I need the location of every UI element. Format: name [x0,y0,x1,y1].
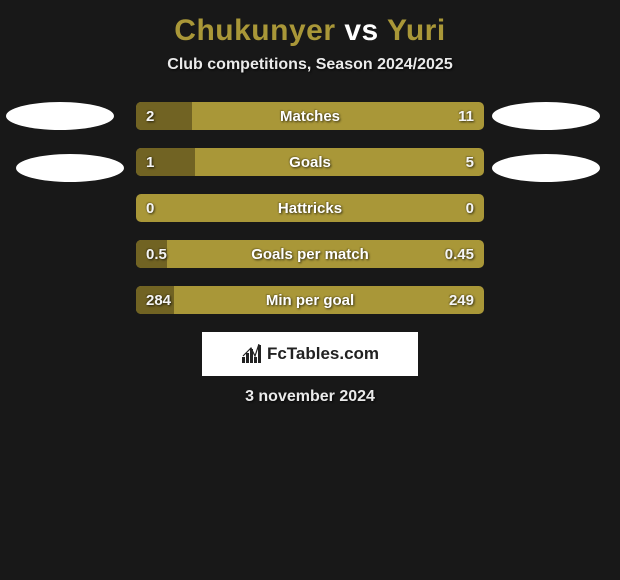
comparison-card: Chukunyer vs Yuri Club competitions, Sea… [0,0,620,406]
stat-label: Hattricks [136,194,484,222]
stat-row: 284249Min per goal [136,286,484,314]
date-label: 3 november 2024 [0,388,620,406]
stat-rows: 211Matches 15Goals 00Hattricks 0.50.45Goals… [0,102,620,314]
title-player-right: Yuri [387,14,446,47]
brand-inner: FcTables.com [241,344,379,364]
stat-label: Goals per match [136,240,484,268]
stat-row: 00Hattricks [136,194,484,222]
team-oval-icon [6,102,114,130]
stat-label: Goals [136,148,484,176]
stat-row: 0.50.45Goals per match [136,240,484,268]
stat-row: 15Goals [136,148,484,176]
title-vs: vs [336,14,388,47]
title-player-left: Chukunyer [174,14,335,47]
subtitle: Club competitions, Season 2024/2025 [0,56,620,74]
team-oval-icon [16,154,124,182]
bars-icon [241,344,263,364]
stat-label: Matches [136,102,484,130]
stat-label: Min per goal [136,286,484,314]
brand-badge[interactable]: FcTables.com [202,332,418,376]
stat-row: 211Matches [136,102,484,130]
team-oval-icon [492,102,600,130]
brand-text: FcTables.com [267,344,379,364]
team-oval-icon [492,154,600,182]
page-title: Chukunyer vs Yuri [0,14,620,48]
